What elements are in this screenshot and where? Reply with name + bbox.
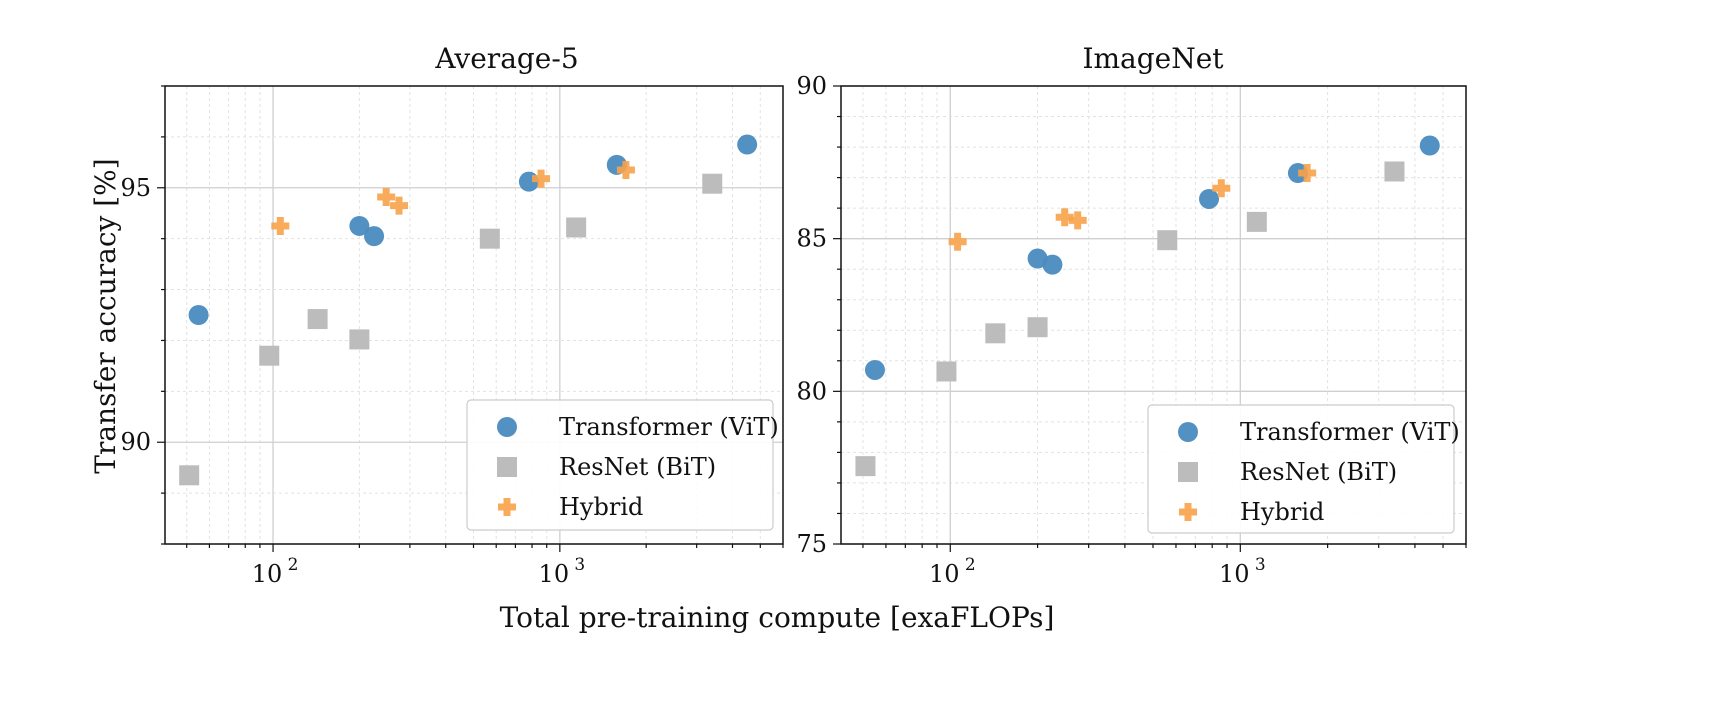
- point-resnet-bit: [179, 465, 200, 486]
- point-transformer-vit: [1199, 188, 1220, 209]
- point-hybrid: [1068, 211, 1087, 230]
- legend-marker-hybrid: [1179, 503, 1197, 521]
- point-transformer-vit: [1419, 135, 1440, 156]
- x-tick-label: 10: [252, 560, 283, 588]
- point-resnet-bit: [307, 309, 328, 330]
- y-tick-label: 95: [120, 174, 151, 202]
- point-resnet-bit: [479, 228, 500, 249]
- chart-title: Average-5: [434, 42, 578, 75]
- legend-box: [466, 399, 774, 531]
- point-resnet-bit: [1027, 317, 1048, 338]
- point-transformer-vit: [349, 215, 370, 236]
- point-hybrid: [1055, 208, 1074, 227]
- point-resnet-bit: [259, 345, 280, 366]
- point-transformer-vit: [188, 305, 209, 325]
- point-transformer-vit: [737, 134, 758, 155]
- point-resnet-bit: [855, 456, 876, 477]
- data-points: [855, 135, 1440, 477]
- point-hybrid: [390, 196, 409, 215]
- point-hybrid: [532, 169, 551, 188]
- y-tick-label: 75: [796, 530, 827, 558]
- point-transformer-vit: [864, 359, 885, 380]
- point-hybrid: [616, 160, 635, 179]
- legend-label: ResNet (BiT): [559, 453, 716, 481]
- plot-frame: [840, 85, 1467, 545]
- legend-marker-transformer-vit: [497, 417, 517, 437]
- legend-label: Transformer (ViT): [1240, 418, 1460, 446]
- legend-marker-transformer-vit: [1178, 422, 1198, 442]
- x-tick-exponent: 2: [288, 555, 299, 575]
- x-tick-label: 10: [929, 560, 960, 588]
- point-hybrid: [271, 216, 290, 235]
- point-transformer-vit: [1042, 254, 1063, 275]
- x-tick-exponent: 3: [1255, 555, 1266, 575]
- legend-label: Hybrid: [1240, 498, 1324, 526]
- point-resnet-bit: [1384, 161, 1405, 182]
- legend: Transformer (ViT) ResNet (BiT) Hybrid: [1147, 404, 1460, 534]
- legend-marker-resnet-bit: [497, 457, 517, 477]
- y-tick-label: 85: [796, 225, 827, 253]
- x-axis-label: Total pre-training compute [exaFLOPs]: [500, 601, 1055, 634]
- point-resnet-bit: [702, 173, 723, 194]
- point-transformer-vit: [1287, 163, 1308, 184]
- point-transformer-vit: [364, 226, 385, 247]
- legend-label: Transformer (ViT): [559, 413, 779, 441]
- legend-marker-hybrid: [498, 498, 516, 516]
- point-resnet-bit: [349, 329, 370, 350]
- point-resnet-bit: [1246, 211, 1267, 232]
- point-resnet-bit: [985, 323, 1006, 344]
- point-resnet-bit: [1157, 230, 1178, 251]
- legend-box: [1147, 404, 1455, 534]
- plot-frame: [164, 85, 784, 545]
- point-resnet-bit: [566, 217, 587, 238]
- x-tick-label: 10: [539, 560, 570, 588]
- x-tick-label: 10: [1219, 560, 1250, 588]
- y-tick-label: 80: [796, 377, 827, 405]
- chart-title: ImageNet: [1082, 42, 1224, 75]
- y-tick-label: 90: [120, 428, 151, 456]
- point-hybrid: [377, 187, 396, 206]
- legend-label: ResNet (BiT): [1240, 458, 1397, 486]
- legend-marker-resnet-bit: [1178, 462, 1198, 482]
- x-tick-exponent: 3: [574, 555, 585, 575]
- y-tick-label: 90: [796, 72, 827, 100]
- data-points: [179, 134, 758, 486]
- legend-label: Hybrid: [559, 493, 643, 521]
- point-hybrid: [1298, 164, 1317, 183]
- point-hybrid: [948, 232, 967, 251]
- x-tick-exponent: 2: [965, 555, 976, 575]
- y-axis-label: Transfer accuracy [%]: [89, 158, 122, 473]
- legend: Transformer (ViT) ResNet (BiT) Hybrid: [466, 399, 779, 531]
- point-hybrid: [1212, 179, 1231, 198]
- point-resnet-bit: [936, 361, 957, 382]
